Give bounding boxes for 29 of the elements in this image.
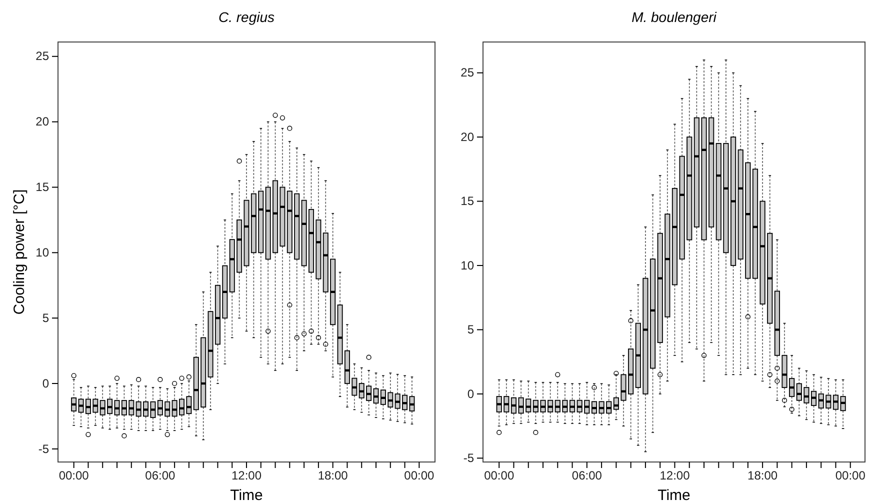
y-tick-label: -5 xyxy=(463,450,474,465)
y-tick-label: 10 xyxy=(36,245,50,260)
x-tick-label: 06:00 xyxy=(572,468,602,483)
y-tick-label: 25 xyxy=(460,66,474,80)
x-tick-label: 12:00 xyxy=(231,468,262,483)
x-tick-label: 06:00 xyxy=(145,468,176,483)
y-axis-title: Cooling power [°C] xyxy=(11,189,28,315)
x-tick-label: 00:00 xyxy=(484,468,514,483)
y-tick-label: 10 xyxy=(460,258,474,272)
y-tick-label: 5 xyxy=(42,310,50,325)
y-tick-label: 15 xyxy=(36,180,50,194)
y-tick-label: 5 xyxy=(467,322,474,337)
y-tick-label: 20 xyxy=(36,114,50,129)
y-tick-label: 0 xyxy=(467,386,474,401)
y-tick-label: -5 xyxy=(38,442,50,456)
x-tick-label: 12:00 xyxy=(660,468,690,483)
y-tick-label: 0 xyxy=(42,376,50,390)
x-tick-label: 00:00 xyxy=(404,468,435,483)
chart-title: M. boulengeri xyxy=(632,9,718,25)
x-tick-label: 18:00 xyxy=(318,468,348,483)
x-axis-title: Time xyxy=(230,487,263,503)
y-tick-label: 20 xyxy=(460,130,474,144)
x-tick-label: 00:00 xyxy=(835,468,866,483)
chart-title: C. regius xyxy=(218,9,275,25)
y-tick-label: 25 xyxy=(36,49,50,64)
y-tick-label: 15 xyxy=(460,194,474,208)
x-tick-label: 18:00 xyxy=(748,468,778,483)
x-tick-label: 00:00 xyxy=(58,468,90,483)
x-axis-title: Time xyxy=(658,487,690,503)
